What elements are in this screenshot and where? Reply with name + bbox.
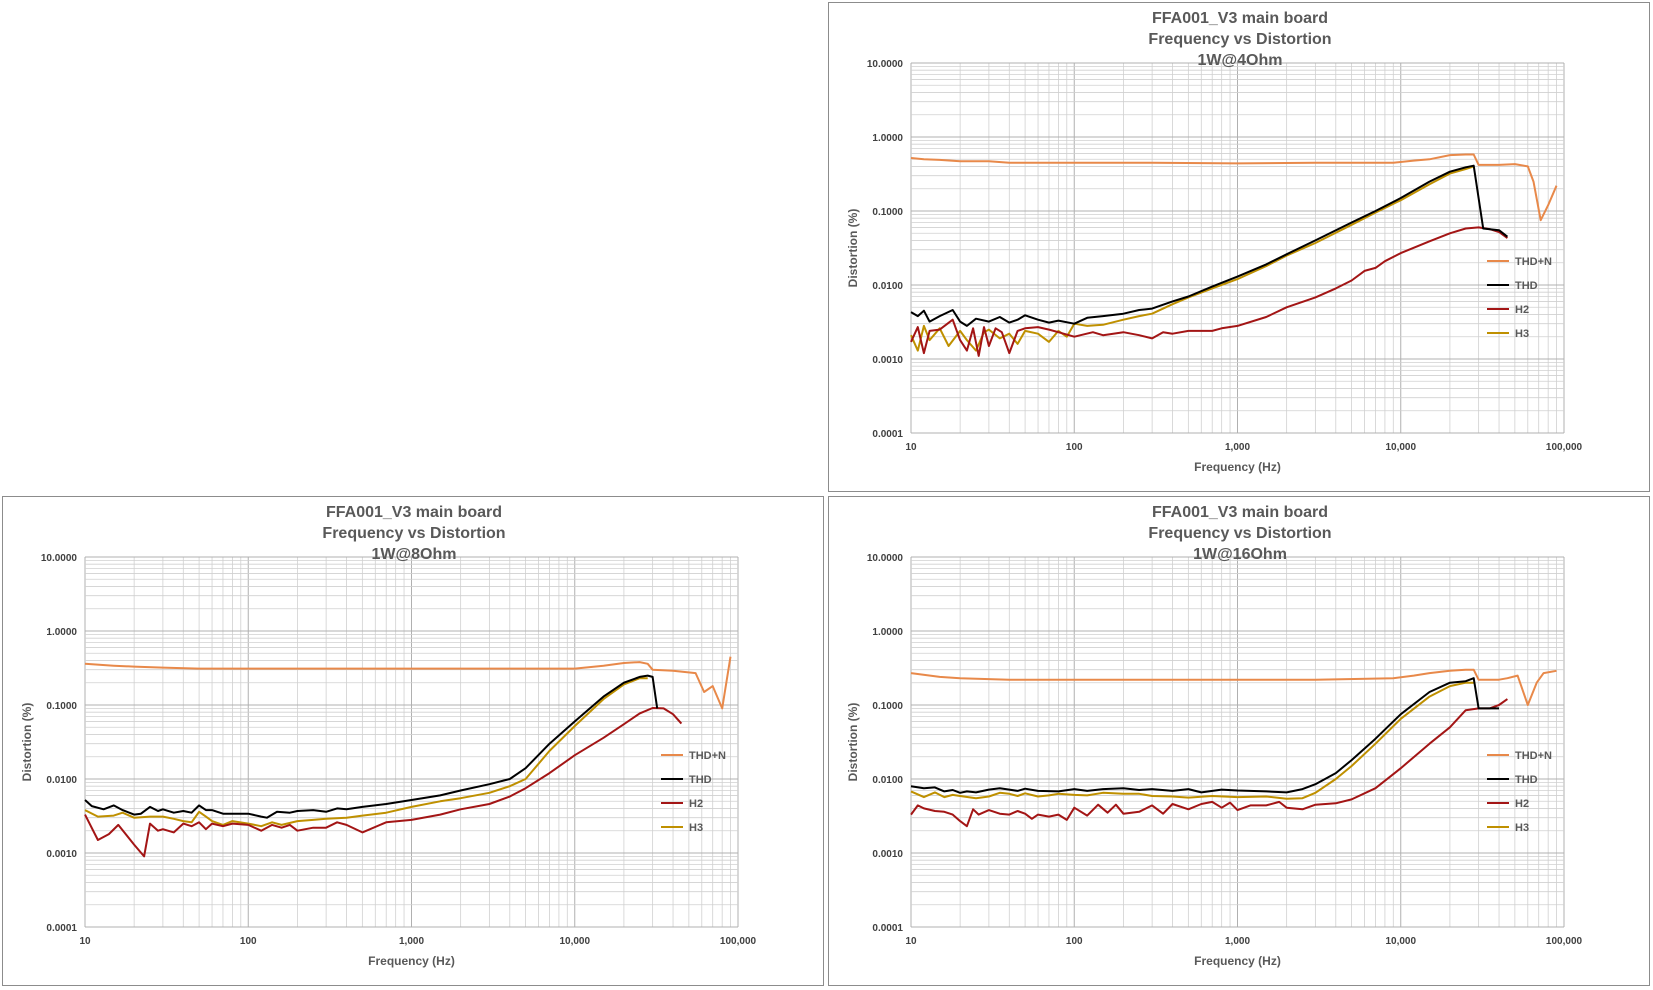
series-line-thd-n <box>910 153 1558 222</box>
chart-svg: FFA001_V3 main board Frequency vs Distort… <box>20 504 757 968</box>
series-line-h3 <box>84 677 648 828</box>
legend-label: THD+N <box>1515 750 1552 762</box>
chart-panel-16ohm: FFA001_V3 main board Frequency vs Distort… <box>828 496 1650 986</box>
x-tick-label: 1,000 <box>1225 936 1250 947</box>
legend-label: H2 <box>1515 304 1529 316</box>
chart-panel-4ohm: FFA001_V3 main board Frequency vs Distort… <box>828 2 1650 492</box>
series-line-thd <box>910 677 1499 794</box>
y-tick-label: 0.0010 <box>872 355 903 366</box>
legend-label: THD+N <box>689 750 726 762</box>
x-tick-label: 100,000 <box>720 936 757 947</box>
x-tick-label: 10,000 <box>559 936 590 947</box>
y-tick-label: 10.0000 <box>867 59 904 70</box>
grid <box>910 556 1565 928</box>
chart-title-line: FFA001_V3 main board <box>1152 10 1328 27</box>
legend-label: H2 <box>1515 798 1529 810</box>
series-line-h2 <box>910 698 1508 828</box>
x-tick-label: 100 <box>1066 442 1083 453</box>
chart-title-line: FFA001_V3 main board <box>1152 504 1328 521</box>
x-tick-label: 100 <box>240 936 257 947</box>
x-axis-label: Frequency (Hz) <box>368 954 455 968</box>
chart-title-line: Frequency vs Distortion <box>1148 31 1331 48</box>
chart-title-line: Frequency vs Distortion <box>1148 525 1331 542</box>
y-tick-label: 0.0001 <box>46 923 77 934</box>
chart-title-line: Frequency vs Distortion <box>322 525 505 542</box>
y-tick-label: 1.0000 <box>46 627 77 638</box>
legend-label: H2 <box>689 798 703 810</box>
y-axis-label: Distortion (%) <box>846 209 860 288</box>
chart-title-line: 1W@4Ohm <box>1198 52 1283 69</box>
legend-label: THD+N <box>1515 256 1552 268</box>
y-tick-label: 0.0010 <box>872 849 903 860</box>
y-tick-label: 0.0100 <box>872 281 903 292</box>
grid <box>84 556 739 928</box>
y-axis-label: Distortion (%) <box>846 703 860 782</box>
x-tick-label: 1,000 <box>1225 442 1250 453</box>
chart-svg: FFA001_V3 main board Frequency vs Distort… <box>846 504 1583 968</box>
x-axis-label: Frequency (Hz) <box>1194 460 1281 474</box>
grid <box>910 62 1565 434</box>
y-tick-label: 0.0100 <box>872 775 903 786</box>
x-tick-label: 10 <box>79 936 91 947</box>
x-tick-label: 100,000 <box>1546 936 1583 947</box>
y-tick-label: 10.0000 <box>867 553 904 564</box>
series-line-h2 <box>84 707 683 858</box>
legend-label: THD <box>1515 280 1538 292</box>
y-tick-label: 1.0000 <box>872 627 903 638</box>
chart-title-line: 1W@16Ohm <box>1193 546 1287 563</box>
x-tick-label: 100,000 <box>1546 442 1583 453</box>
series-line-h2 <box>910 226 1508 357</box>
chart-panel-8ohm: FFA001_V3 main board Frequency vs Distort… <box>2 496 824 986</box>
series-line-thd-n <box>910 668 1557 706</box>
legend-label: H3 <box>1515 328 1529 340</box>
x-tick-label: 1,000 <box>399 936 424 947</box>
series-line-thd <box>910 164 1509 327</box>
x-tick-label: 10,000 <box>1385 442 1416 453</box>
y-tick-label: 10.0000 <box>41 553 78 564</box>
y-tick-label: 0.0001 <box>872 923 903 934</box>
y-axis-label: Distortion (%) <box>20 703 34 782</box>
series-line-thd-n <box>84 656 732 710</box>
legend-label: H3 <box>689 822 703 834</box>
chart-title-line: FFA001_V3 main board <box>326 504 502 521</box>
series-line-thd <box>84 674 659 819</box>
x-axis-label: Frequency (Hz) <box>1194 954 1281 968</box>
legend-label: THD <box>1515 774 1538 786</box>
x-tick-label: 10 <box>905 936 917 947</box>
legend-label: H3 <box>1515 822 1529 834</box>
x-tick-label: 10 <box>905 442 917 453</box>
series-line-h3 <box>910 681 1474 800</box>
y-tick-label: 0.1000 <box>872 207 903 218</box>
y-tick-label: 0.0010 <box>46 849 77 860</box>
chart-svg: FFA001_V3 main board Frequency vs Distort… <box>846 10 1583 474</box>
y-tick-label: 1.0000 <box>872 133 903 144</box>
legend-label: THD <box>689 774 712 786</box>
y-tick-label: 0.1000 <box>46 701 77 712</box>
chart-title-line: 1W@8Ohm <box>372 546 457 563</box>
x-tick-label: 10,000 <box>1385 936 1416 947</box>
x-tick-label: 100 <box>1066 936 1083 947</box>
y-tick-label: 0.0100 <box>46 775 77 786</box>
y-tick-label: 0.1000 <box>872 701 903 712</box>
y-tick-label: 0.0001 <box>872 429 903 440</box>
